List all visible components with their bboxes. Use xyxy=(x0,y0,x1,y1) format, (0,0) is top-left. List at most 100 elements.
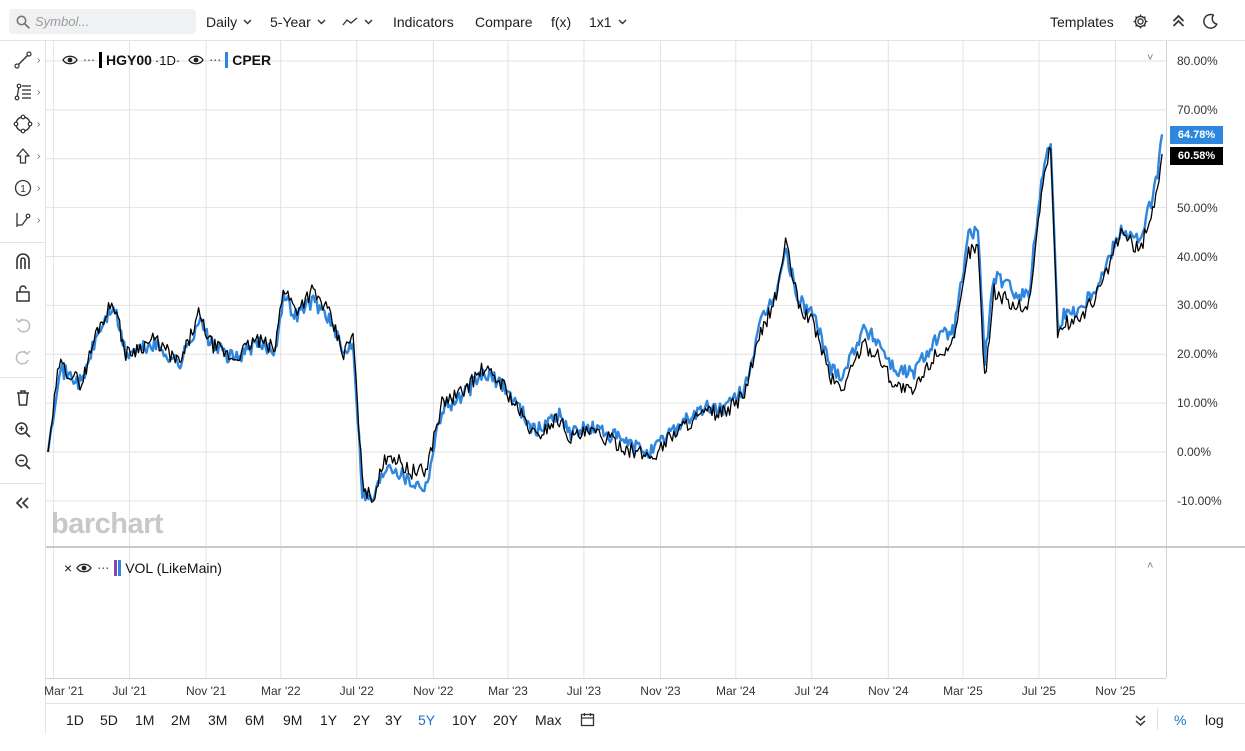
data-point-hgy00[interactable] xyxy=(231,357,235,361)
data-point-cper[interactable] xyxy=(1011,289,1015,293)
data-point-hgy00[interactable] xyxy=(1049,142,1053,146)
collapse-up-button[interactable] xyxy=(1168,11,1188,31)
data-point-hgy00[interactable] xyxy=(876,352,880,356)
data-point-cper[interactable] xyxy=(967,235,971,239)
range-button-6m[interactable]: 6M xyxy=(245,712,265,728)
data-point-hgy00[interactable] xyxy=(80,382,84,386)
series-symbol-hgy00[interactable]: HGY00 xyxy=(106,52,152,68)
data-point-hgy00[interactable] xyxy=(210,342,214,346)
symbol-search-input[interactable] xyxy=(35,14,185,29)
data-point-hgy00[interactable] xyxy=(370,499,374,503)
eye-icon[interactable] xyxy=(188,54,204,66)
data-point-cper[interactable] xyxy=(911,372,915,376)
data-point-hgy00[interactable] xyxy=(360,479,364,483)
data-point-cper[interactable] xyxy=(1160,132,1164,136)
lock-tool[interactable] xyxy=(0,278,46,308)
data-point-hgy00[interactable] xyxy=(46,450,50,454)
redo-button[interactable] xyxy=(0,342,46,372)
data-point-hgy00[interactable] xyxy=(111,298,115,302)
range-button-5y[interactable]: 5Y xyxy=(418,712,436,728)
data-point-hgy00[interactable] xyxy=(686,421,690,425)
data-point-cper[interactable] xyxy=(1062,313,1066,317)
data-point-cper[interactable] xyxy=(424,484,428,488)
series-line-cper[interactable] xyxy=(46,134,1164,503)
range-button-1m[interactable]: 1M xyxy=(135,712,155,728)
range-button-5d[interactable]: 5D xyxy=(100,712,118,728)
data-point-hgy00[interactable] xyxy=(1027,303,1031,307)
eye-icon[interactable] xyxy=(62,54,78,66)
data-point-hgy00[interactable] xyxy=(273,347,277,351)
delete-drawings-button[interactable] xyxy=(0,383,46,413)
data-point-cper[interactable] xyxy=(408,479,412,483)
double-chevron-down-icon[interactable] xyxy=(1135,714,1146,732)
data-point-cper[interactable] xyxy=(325,313,329,317)
data-point-hgy00[interactable] xyxy=(1056,333,1060,337)
interval-dropdown[interactable]: Daily xyxy=(206,12,252,32)
data-point-hgy00[interactable] xyxy=(667,435,671,439)
volume-label[interactable]: VOL (LikeMain) xyxy=(125,560,222,576)
data-point-hgy00[interactable] xyxy=(351,333,355,337)
data-point-hgy00[interactable] xyxy=(518,411,522,415)
data-point-hgy00[interactable] xyxy=(556,416,560,420)
data-point-hgy00[interactable] xyxy=(591,430,595,434)
data-point-hgy00[interactable] xyxy=(424,470,428,474)
data-point-hgy00[interactable] xyxy=(1100,284,1104,288)
data-point-hgy00[interactable] xyxy=(742,391,746,395)
data-point-cper[interactable] xyxy=(876,338,880,342)
data-point-cper[interactable] xyxy=(841,372,845,376)
more-options-icon[interactable]: ⋯ xyxy=(209,53,222,67)
data-point-hgy00[interactable] xyxy=(325,308,329,312)
range-button-3y[interactable]: 3Y xyxy=(385,712,403,728)
x-axis[interactable]: Mar '21 Jul '21 Nov '21 Mar '22 Jul '22 Nov '… xyxy=(44,678,1166,700)
data-point-hgy00[interactable] xyxy=(992,289,996,293)
data-point-hgy00[interactable] xyxy=(1039,191,1043,195)
data-point-cper[interactable] xyxy=(1039,176,1043,180)
data-point-cper[interactable] xyxy=(860,328,864,332)
chart-type-dropdown[interactable] xyxy=(342,12,373,32)
range-button-10y[interactable]: 10Y xyxy=(452,712,477,728)
templates-button[interactable]: Templates xyxy=(1050,12,1114,32)
data-point-hgy00[interactable] xyxy=(933,352,937,356)
collapse-rail-button[interactable] xyxy=(0,488,46,518)
range-button-1y[interactable]: 1Y xyxy=(320,712,338,728)
data-point-hgy00[interactable] xyxy=(705,411,709,415)
layout-dropdown[interactable]: 1x1 xyxy=(589,12,627,32)
measure-tool[interactable]: › xyxy=(0,205,46,235)
data-point-hgy00[interactable] xyxy=(95,328,99,332)
percent-scale-toggle[interactable]: % xyxy=(1174,712,1187,728)
data-point-hgy00[interactable] xyxy=(1138,250,1142,254)
data-point-hgy00[interactable] xyxy=(967,250,971,254)
data-point-hgy00[interactable] xyxy=(841,386,845,390)
data-point-hgy00[interactable] xyxy=(892,382,896,386)
data-point-cper[interactable] xyxy=(1081,303,1085,307)
more-options-icon[interactable]: ⋯ xyxy=(97,561,110,575)
data-point-cper[interactable] xyxy=(651,450,655,454)
data-point-hgy00[interactable] xyxy=(1081,313,1085,317)
data-point-hgy00[interactable] xyxy=(983,377,987,381)
data-point-hgy00[interactable] xyxy=(797,303,801,307)
data-point-hgy00[interactable] xyxy=(651,455,655,459)
data-point-hgy00[interactable] xyxy=(812,323,816,327)
data-point-cper[interactable] xyxy=(992,274,996,278)
data-point-hgy00[interactable] xyxy=(178,362,182,366)
data-point-hgy00[interactable] xyxy=(152,338,156,342)
data-point-hgy00[interactable] xyxy=(124,352,128,356)
zoom-in-button[interactable] xyxy=(0,415,46,445)
undo-button[interactable] xyxy=(0,310,46,340)
period-dropdown[interactable]: 5-Year xyxy=(270,12,326,32)
data-point-hgy00[interactable] xyxy=(481,367,485,371)
data-point-hgy00[interactable] xyxy=(254,338,258,342)
data-point-hgy00[interactable] xyxy=(1154,196,1158,200)
data-point-hgy00[interactable] xyxy=(829,377,833,381)
pane-divider[interactable] xyxy=(46,546,1166,548)
range-button-2y[interactable]: 2Y xyxy=(353,712,371,728)
data-point-cper[interactable] xyxy=(1049,137,1053,141)
data-point-cper[interactable] xyxy=(254,342,258,346)
range-button-9m[interactable]: 9M xyxy=(283,712,303,728)
data-point-hgy00[interactable] xyxy=(57,362,61,366)
data-point-hgy00[interactable] xyxy=(724,411,728,415)
data-point-hgy00[interactable] xyxy=(459,391,463,395)
data-point-cper[interactable] xyxy=(197,318,201,322)
calendar-icon[interactable] xyxy=(580,712,595,732)
data-point-hgy00[interactable] xyxy=(911,391,915,395)
